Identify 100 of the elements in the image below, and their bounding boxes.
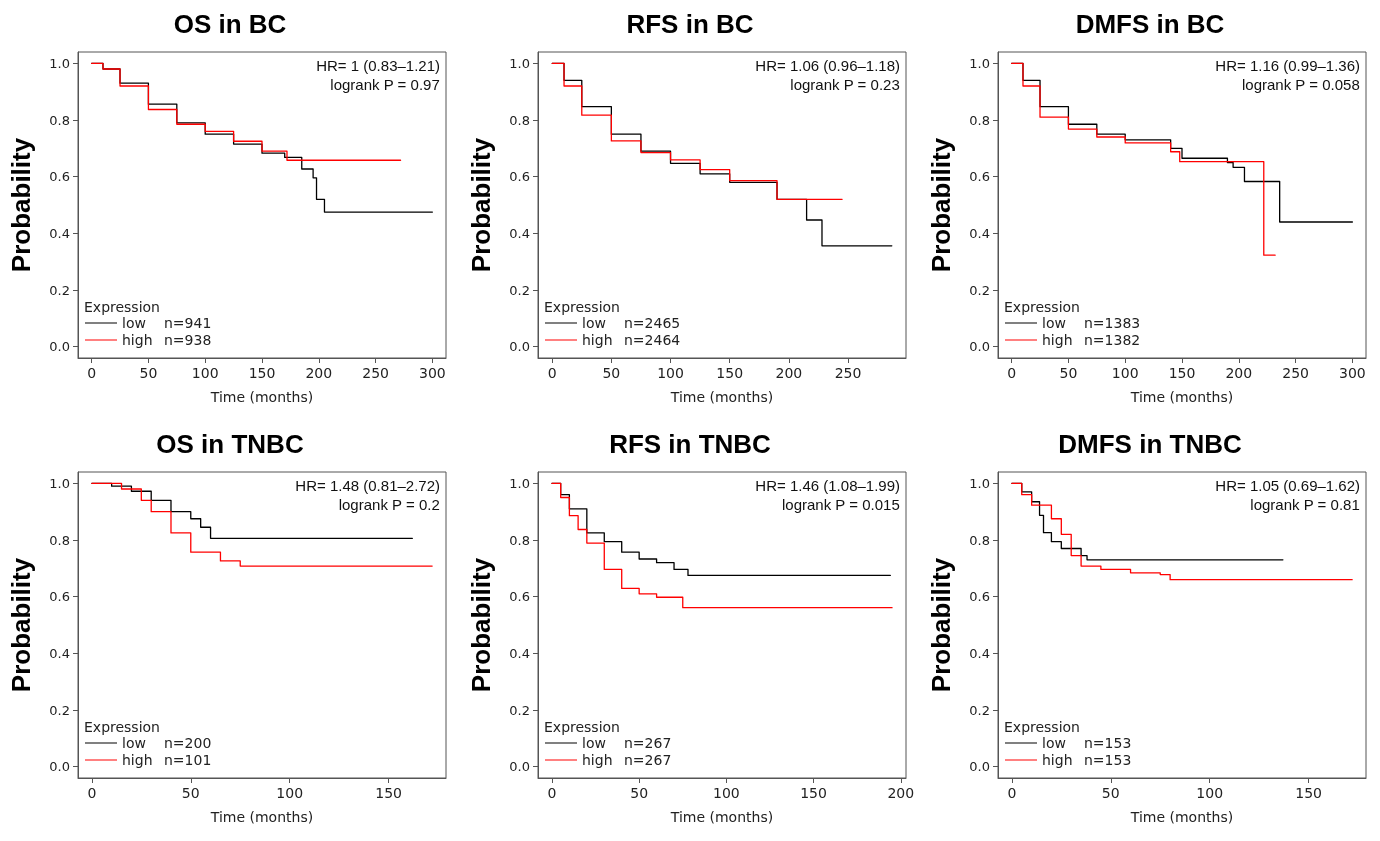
x-tick-label: 50 bbox=[139, 365, 158, 381]
annotation: n=200 bbox=[164, 735, 212, 751]
annotation: HR= 1 (0.83–1.21) bbox=[316, 57, 440, 74]
y-tick-label: 1.0 bbox=[49, 55, 70, 71]
x-tick-label: 50 bbox=[602, 365, 621, 381]
y-tick-label: 0.8 bbox=[509, 112, 530, 128]
legend-title: Expression bbox=[1004, 299, 1080, 315]
legend-label: high bbox=[1042, 332, 1073, 348]
annotation: HR= 1.46 (1.08–1.99) bbox=[755, 477, 901, 494]
legend-label: high bbox=[582, 752, 613, 768]
y-tick-label: 0.0 bbox=[509, 759, 530, 775]
legend-label: high bbox=[122, 752, 153, 768]
x-tick-label: 50 bbox=[1059, 365, 1078, 381]
x-tick-label: 200 bbox=[305, 365, 333, 381]
y-tick-label: 1.0 bbox=[969, 475, 990, 491]
y-axis-title: Probability bbox=[466, 557, 496, 693]
legend-title: Expression bbox=[84, 299, 160, 315]
y-tick-label: 0.2 bbox=[49, 702, 70, 718]
x-axis-title: Time (months) bbox=[669, 809, 774, 825]
y-tick-label: 0.8 bbox=[969, 112, 990, 128]
annotation: logrank P = 0.97 bbox=[330, 76, 440, 93]
y-tick-label: 0.0 bbox=[49, 339, 70, 355]
y-tick-label: 0.8 bbox=[509, 532, 530, 548]
x-tick-label: 100 bbox=[191, 365, 219, 381]
legend-label: high bbox=[1042, 752, 1073, 768]
y-axis-title: Probability bbox=[926, 557, 956, 693]
y-tick-label: 0.0 bbox=[969, 759, 990, 775]
y-tick-label: 0.0 bbox=[49, 759, 70, 775]
y-tick-label: 0.6 bbox=[509, 169, 530, 185]
annotation: n=1382 bbox=[1084, 332, 1141, 348]
y-tick-label: 0.4 bbox=[969, 645, 990, 661]
annotation: n=153 bbox=[1084, 735, 1132, 751]
x-tick-label: 100 bbox=[1196, 785, 1224, 801]
annotation: HR= 1.05 (0.69–1.62) bbox=[1215, 477, 1361, 494]
y-tick-label: 0.2 bbox=[969, 282, 990, 298]
legend-title: Expression bbox=[1004, 719, 1080, 735]
annotation: n=1383 bbox=[1084, 315, 1141, 331]
y-tick-label: 0.2 bbox=[509, 282, 530, 298]
y-tick-label: 0.6 bbox=[49, 169, 70, 185]
legend-title: Expression bbox=[544, 719, 620, 735]
legend-label: high bbox=[122, 332, 153, 348]
y-tick-label: 0.6 bbox=[509, 589, 530, 605]
chart-title: OS in TNBC bbox=[156, 429, 304, 459]
x-tick-label: 50 bbox=[181, 785, 200, 801]
annotation: n=153 bbox=[1084, 752, 1132, 768]
x-tick-label: 150 bbox=[716, 365, 744, 381]
x-tick-label: 200 bbox=[887, 785, 915, 801]
legend-label: low bbox=[1042, 315, 1066, 331]
y-tick-label: 0.4 bbox=[49, 225, 70, 241]
y-tick-label: 0.2 bbox=[509, 702, 530, 718]
y-tick-label: 0.4 bbox=[509, 645, 530, 661]
chart-title: DMFS in TNBC bbox=[1058, 429, 1242, 459]
x-tick-label: 250 bbox=[834, 365, 862, 381]
x-tick-label: 150 bbox=[375, 785, 402, 801]
x-tick-label: 300 bbox=[1339, 365, 1366, 381]
y-tick-label: 0.6 bbox=[969, 589, 990, 605]
x-tick-label: 150 bbox=[248, 365, 276, 381]
y-tick-label: 0.6 bbox=[49, 589, 70, 605]
legend-label: low bbox=[122, 735, 146, 751]
x-tick-label: 50 bbox=[630, 785, 649, 801]
annotation: n=101 bbox=[164, 752, 212, 768]
y-tick-label: 1.0 bbox=[969, 55, 990, 71]
y-tick-label: 0.8 bbox=[969, 532, 990, 548]
x-tick-label: 150 bbox=[1295, 785, 1322, 801]
chart-title: OS in BC bbox=[173, 9, 287, 39]
x-tick-label: 100 bbox=[657, 365, 684, 381]
y-axis-title: Probability bbox=[466, 137, 496, 273]
x-tick-label: 0 bbox=[87, 785, 97, 801]
x-tick-label: 250 bbox=[362, 365, 389, 381]
chart-title: RFS in TNBC bbox=[609, 429, 772, 459]
x-tick-label: 100 bbox=[1111, 365, 1139, 381]
x-tick-label: 0 bbox=[87, 365, 97, 381]
y-tick-label: 0.2 bbox=[49, 282, 70, 298]
x-tick-label: 0 bbox=[547, 365, 557, 381]
y-tick-label: 0.4 bbox=[49, 645, 70, 661]
annotation: n=938 bbox=[164, 332, 212, 348]
annotation: n=2465 bbox=[624, 315, 681, 331]
x-tick-label: 0 bbox=[1007, 785, 1017, 801]
y-axis-title: Probability bbox=[6, 137, 36, 273]
annotation: logrank P = 0.058 bbox=[1242, 76, 1360, 93]
y-tick-label: 1.0 bbox=[509, 55, 530, 71]
y-tick-label: 0.2 bbox=[969, 702, 990, 718]
y-tick-label: 0.0 bbox=[509, 339, 530, 355]
annotation: logrank P = 0.2 bbox=[338, 496, 440, 513]
y-tick-label: 0.4 bbox=[969, 225, 990, 241]
y-tick-label: 0.8 bbox=[49, 532, 70, 548]
legend-label: low bbox=[122, 315, 146, 331]
y-tick-label: 1.0 bbox=[49, 475, 70, 491]
y-tick-label: 0.4 bbox=[509, 225, 530, 241]
x-tick-label: 200 bbox=[1225, 365, 1253, 381]
y-tick-label: 0.6 bbox=[969, 169, 990, 185]
x-tick-label: 150 bbox=[800, 785, 827, 801]
annotation: logrank P = 0.23 bbox=[790, 76, 900, 93]
annotation: HR= 1.48 (0.81–2.72) bbox=[295, 477, 441, 494]
legend-label: low bbox=[1042, 735, 1066, 751]
chart-title: DMFS in BC bbox=[1075, 9, 1225, 39]
annotation: n=267 bbox=[624, 752, 672, 768]
x-tick-label: 100 bbox=[276, 785, 304, 801]
legend-label: high bbox=[582, 332, 613, 348]
chart-title: RFS in BC bbox=[626, 9, 754, 39]
